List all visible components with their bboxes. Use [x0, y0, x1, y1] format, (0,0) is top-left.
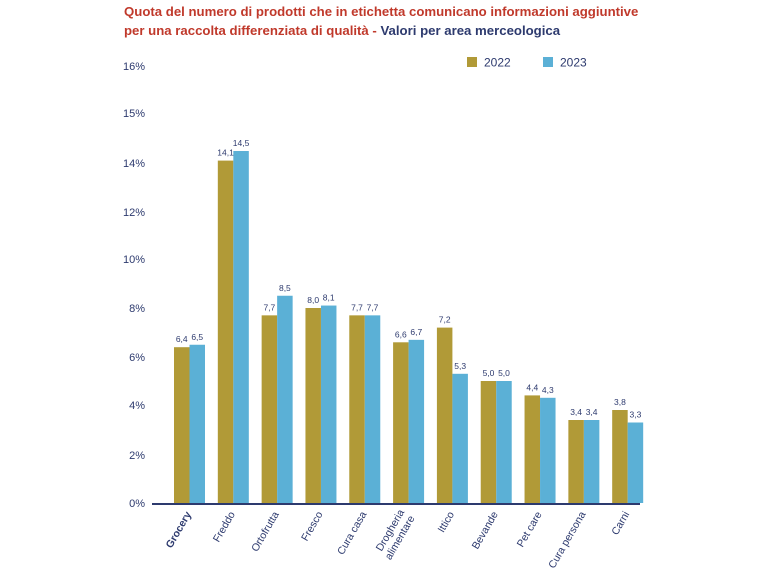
data-label: 7,7 — [351, 302, 363, 312]
data-label: 14,5 — [233, 138, 250, 148]
category-label-line: Freddo — [211, 509, 238, 544]
bar-2023-grocery — [189, 344, 205, 503]
y-tick-label: 8% — [129, 303, 145, 315]
bar-2023-cura-casa — [364, 315, 381, 503]
data-label: 7,7 — [263, 302, 275, 312]
category-label-line: Grocery — [164, 509, 195, 550]
y-tick-label: 2% — [129, 450, 145, 462]
bar-2022-ortofrutta — [261, 315, 278, 503]
data-label: 7,7 — [367, 302, 379, 312]
data-label: 6,6 — [395, 329, 407, 339]
data-label: 8,1 — [323, 293, 335, 303]
y-tick-label: 0% — [129, 498, 145, 510]
legend-label-2023: 2023 — [560, 56, 587, 70]
bar-2023-bevande — [496, 381, 512, 503]
y-tick-label: 10% — [123, 254, 145, 266]
category-label-line: Carni — [609, 510, 632, 538]
title-line-2-red: per una raccolta differenziata di qualit… — [124, 23, 381, 38]
category-label-line: Fresco — [299, 509, 326, 543]
category-label: Bevande — [470, 509, 501, 551]
data-label: 8,5 — [279, 283, 291, 293]
title-line-2-navy: Valori per area merceologica — [380, 23, 561, 38]
y-tick-label: 14% — [123, 158, 145, 170]
chart-title: Quota del numero di prodotti che in etic… — [124, 2, 764, 40]
y-axis: 0% 2% 4% 6% 8% 10% 12% 14% 15% 16% — [123, 61, 145, 510]
bar-2023-cura-persona — [583, 420, 600, 503]
bar-2023-pet-care — [540, 397, 556, 503]
category-label-line: Cura persona — [546, 509, 588, 570]
category-label-line: Ortofrutta — [249, 509, 282, 554]
category-label-line: Ittico — [436, 509, 458, 534]
data-label: 3,4 — [586, 407, 598, 417]
bar-2022-carni — [612, 410, 628, 503]
data-label: 4,4 — [526, 382, 538, 392]
bar-2022-freddo — [217, 160, 234, 503]
bar-2022-grocery — [174, 347, 190, 503]
bar-2022-bevande — [480, 381, 497, 503]
bar-2022-drogheria-alimentare — [393, 342, 409, 503]
data-label: 6,5 — [191, 332, 203, 342]
bar-2022-fresco — [305, 308, 321, 503]
category-label: Fresco — [299, 509, 326, 543]
category-labels-group: Grocery Freddo Ortofrutta Fresco Cura casa Dr… — [164, 507, 633, 570]
data-label: 5,0 — [498, 368, 510, 378]
category-label-line: Pet care — [515, 509, 545, 549]
bar-2023-ortofrutta — [277, 295, 293, 503]
category-label: Carni — [609, 510, 632, 538]
data-label: 5,3 — [454, 361, 466, 371]
data-label: 3,3 — [630, 410, 642, 420]
bar-2022-cura-persona — [568, 420, 584, 503]
y-tick-label: 6% — [129, 352, 145, 364]
title-line-1: Quota del numero di prodotti che in etic… — [124, 4, 639, 19]
bar-2022-cura-casa — [349, 315, 365, 503]
bar-2023-drogheria-alimentare — [408, 339, 425, 503]
legend-label-2022: 2022 — [484, 56, 511, 70]
legend: 2022 2023 — [467, 56, 587, 70]
category-label-line: Bevande — [470, 509, 501, 551]
category-label: Drogheriaalimentare — [372, 507, 417, 562]
data-label: 3,4 — [570, 407, 582, 417]
category-label: Cura persona — [546, 509, 588, 570]
category-label-line: Cura casa — [335, 509, 369, 557]
y-tick-label: 16% — [123, 61, 145, 73]
data-label: 7,2 — [439, 315, 451, 325]
data-label: 6,4 — [176, 334, 188, 344]
bar-2023-fresco — [320, 305, 337, 503]
bars-group — [174, 151, 644, 503]
category-label: Freddo — [211, 509, 238, 544]
category-label: Ittico — [436, 509, 458, 534]
legend-swatch-2023 — [543, 57, 553, 67]
category-label: Pet care — [515, 509, 545, 549]
data-labels-group: 6,4 6,5 14,114,5 7,7 8,5 8,0 8,1 7,7 7,7 6,6 6,7 7,… — [176, 138, 642, 420]
data-label: 14,1 — [217, 148, 234, 158]
data-label: 3,8 — [614, 397, 626, 407]
category-label: Ortofrutta — [249, 509, 282, 554]
data-label: 4,3 — [542, 385, 554, 395]
data-label: 8,0 — [307, 295, 319, 305]
bar-2022-ittico — [436, 327, 453, 503]
category-label: Grocery — [164, 509, 195, 550]
data-label: 5,0 — [483, 368, 495, 378]
category-label: Cura casa — [335, 509, 369, 557]
y-tick-label: 4% — [129, 400, 145, 412]
y-tick-label: 12% — [123, 207, 145, 219]
data-label: 6,7 — [410, 327, 422, 337]
bar-2023-carni — [627, 422, 644, 503]
y-tick-label: 15% — [123, 108, 145, 120]
legend-swatch-2022 — [467, 57, 477, 67]
bar-2023-freddo — [233, 151, 249, 503]
bar-2023-ittico — [452, 373, 468, 503]
bar-2022-pet-care — [524, 395, 541, 503]
